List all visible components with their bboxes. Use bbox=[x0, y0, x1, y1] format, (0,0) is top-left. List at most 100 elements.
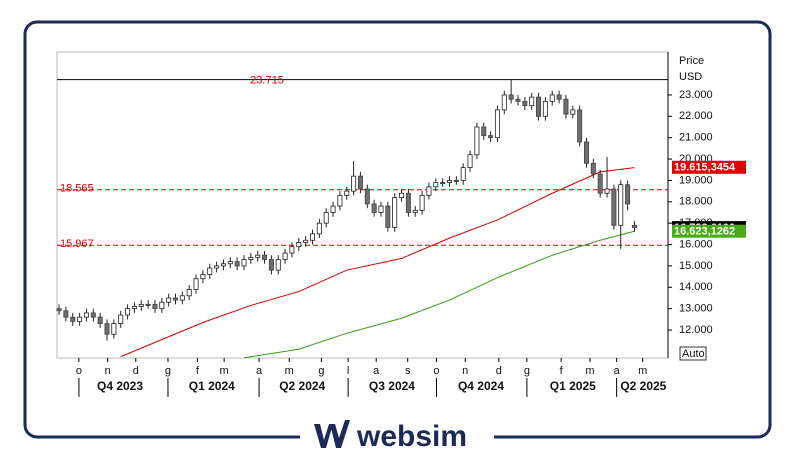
candle-body bbox=[111, 323, 117, 335]
axis-title: Price bbox=[679, 55, 704, 67]
y-tick-label: 19.000 bbox=[679, 174, 713, 186]
y-tick-label: 23.000 bbox=[679, 89, 713, 101]
x-tick-label: m bbox=[638, 365, 647, 377]
price-tag-label: 16.623,1262 bbox=[674, 226, 735, 238]
candle-body bbox=[399, 192, 405, 198]
x-tick-label: o bbox=[433, 365, 439, 377]
candle-body bbox=[330, 205, 336, 213]
candle-body bbox=[440, 182, 446, 184]
candle-body bbox=[474, 126, 480, 156]
candle-body bbox=[371, 203, 377, 213]
candle-body bbox=[145, 303, 151, 306]
candle-body bbox=[268, 259, 274, 271]
candle-body bbox=[262, 254, 268, 260]
x-tick-label: g bbox=[318, 365, 324, 377]
candle-body bbox=[604, 188, 610, 194]
candle-body bbox=[351, 175, 357, 192]
auto-label[interactable]: Auto bbox=[682, 348, 705, 360]
candle-body bbox=[255, 254, 261, 258]
x-tick-label: m bbox=[585, 365, 594, 377]
candle-body bbox=[625, 184, 631, 205]
candle-body bbox=[138, 303, 144, 307]
x-tick-label: d bbox=[496, 365, 502, 377]
quarter-label: Q4 2023 bbox=[97, 379, 143, 393]
candle-body bbox=[241, 259, 247, 267]
candle-body bbox=[618, 184, 624, 226]
logo-text: websim bbox=[356, 420, 467, 453]
candle-body bbox=[214, 265, 220, 269]
y-tick-label: 15.000 bbox=[679, 260, 713, 272]
level-label: 15.967 bbox=[60, 238, 94, 250]
candle-body bbox=[70, 316, 76, 322]
x-tick-label: s bbox=[405, 365, 411, 377]
candle-body bbox=[186, 289, 192, 297]
candle-body bbox=[392, 197, 398, 228]
candle-body bbox=[556, 94, 562, 100]
quarter-label: Q1 2024 bbox=[189, 379, 235, 393]
candle-body bbox=[508, 94, 514, 100]
x-tick-label: l bbox=[347, 365, 349, 377]
candle-body bbox=[453, 180, 459, 182]
candle-body bbox=[309, 233, 315, 241]
x-tick-label: f bbox=[196, 365, 200, 377]
candle-body bbox=[90, 312, 96, 318]
x-tick-label: g bbox=[524, 365, 530, 377]
candle-body bbox=[467, 154, 473, 169]
candle-body bbox=[118, 314, 124, 324]
candle-body bbox=[405, 192, 411, 213]
candle-body bbox=[220, 263, 226, 267]
candle-body bbox=[159, 301, 165, 310]
candle-body bbox=[426, 186, 432, 196]
candle-body bbox=[631, 224, 637, 229]
candle-body bbox=[364, 188, 370, 205]
candle-body bbox=[179, 295, 185, 301]
y-tick-label: 22.000 bbox=[679, 110, 713, 122]
candle-body bbox=[289, 246, 295, 254]
x-tick-label: a bbox=[256, 365, 263, 377]
candle-body bbox=[494, 109, 500, 139]
candle-body bbox=[611, 188, 617, 226]
candle-body bbox=[316, 222, 322, 235]
y-tick-label: 18.000 bbox=[679, 196, 713, 208]
price-tag bbox=[672, 160, 746, 174]
x-tick-label: a bbox=[614, 365, 621, 377]
moving-average bbox=[243, 230, 635, 359]
quarter-label: Q2 2025 bbox=[620, 379, 666, 393]
logo-icon bbox=[314, 420, 350, 448]
x-tick-label: d bbox=[133, 365, 139, 377]
level-label: 18.565 bbox=[60, 183, 94, 195]
candle-body bbox=[583, 141, 589, 164]
candle-body bbox=[385, 205, 391, 228]
candle-body bbox=[173, 297, 179, 301]
level-label: 23.715 bbox=[250, 75, 284, 87]
y-tick-label: 16.000 bbox=[679, 238, 713, 250]
candle-body bbox=[152, 303, 158, 310]
x-tick-label: o bbox=[76, 365, 82, 377]
candle-body bbox=[227, 261, 233, 265]
candle-body bbox=[536, 96, 542, 117]
candle-body bbox=[563, 98, 569, 115]
candle-body bbox=[577, 109, 583, 143]
candle-body bbox=[570, 109, 576, 115]
candle-body bbox=[357, 175, 363, 190]
x-tick-label: n bbox=[462, 365, 468, 377]
auto-button[interactable] bbox=[679, 346, 707, 361]
candle-body bbox=[207, 267, 213, 275]
quarter-label: Q4 2024 bbox=[458, 379, 504, 393]
x-tick-label: m bbox=[220, 365, 229, 377]
candle-body bbox=[542, 100, 548, 117]
candle-body bbox=[501, 94, 507, 111]
candle-body bbox=[323, 212, 329, 224]
candle-body bbox=[200, 274, 206, 280]
candle-body bbox=[412, 209, 418, 213]
x-tick-label: a bbox=[373, 365, 380, 377]
moving-average bbox=[120, 167, 635, 358]
price-tag bbox=[672, 224, 746, 238]
candle-body bbox=[597, 173, 603, 194]
candle-body bbox=[488, 135, 494, 139]
candle-body bbox=[104, 323, 110, 335]
candle-body bbox=[234, 261, 240, 267]
candle-body bbox=[77, 316, 83, 322]
candle-body bbox=[296, 241, 302, 248]
